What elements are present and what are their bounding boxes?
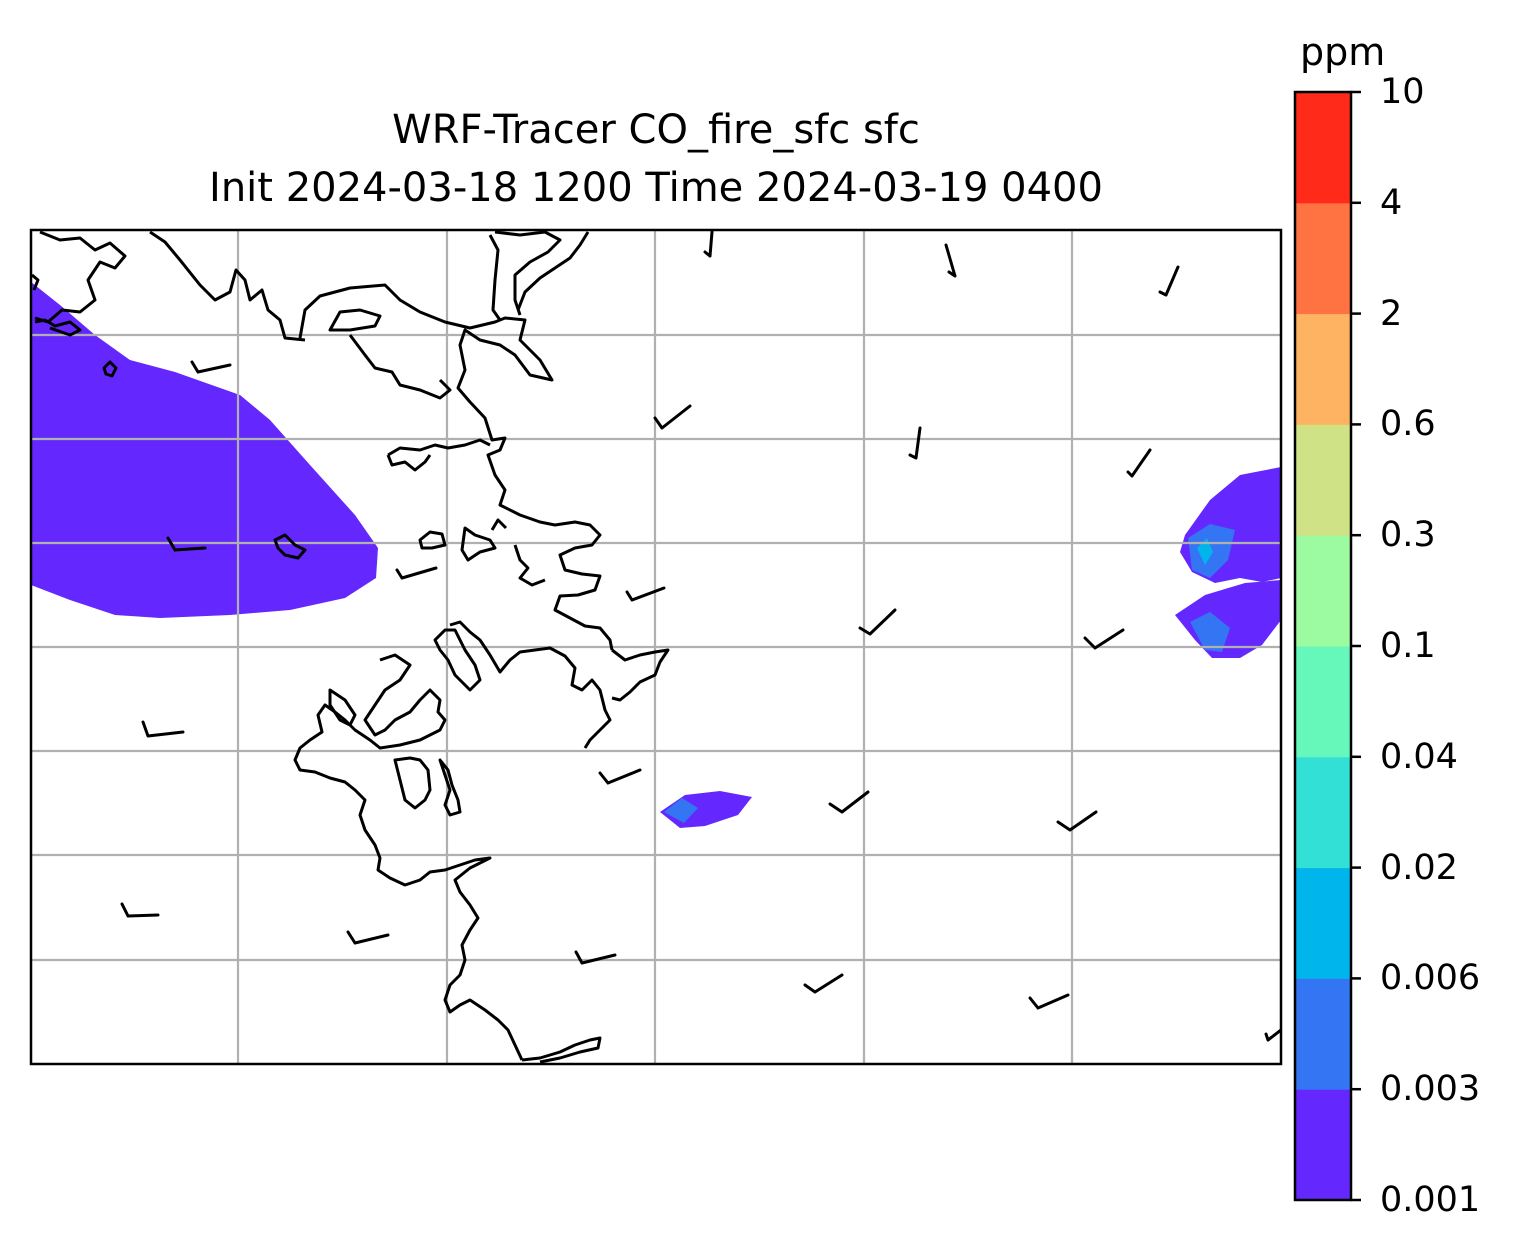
map-title: WRF-Tracer CO_fire_sfc sfc [392, 107, 920, 153]
colorbar-tick-label: 0.04 [1380, 736, 1458, 777]
colorbar-tick-label: 0.006 [1380, 958, 1481, 999]
colorbar-band [1295, 313, 1351, 425]
tracer-plume-east-upper-core2 [1197, 538, 1213, 565]
wind-barbs [120, 230, 1281, 1042]
colorbar-band [1295, 202, 1351, 315]
colorbar-tick-label: 0.003 [1380, 1069, 1481, 1110]
tracer-plume-west [31, 282, 378, 618]
colorbar-tick-label: 0.6 [1380, 404, 1436, 445]
colorbar-tick-label: 2 [1380, 293, 1403, 334]
colorbar-band [1295, 646, 1351, 758]
colorbar-band [1295, 867, 1351, 979]
colorbar-unit-label: ppm [1300, 30, 1386, 74]
colorbar [1295, 92, 1351, 1201]
tracer-plume-center-core [664, 798, 698, 823]
colorbar-band [1295, 535, 1351, 647]
colorbar-band [1295, 1089, 1351, 1201]
colorbar-tick-label: 0.1 [1380, 626, 1436, 666]
gridlines [31, 230, 1281, 1064]
map-subtitle: Init 2024-03-18 1200 Time 2024-03-19 040… [209, 165, 1103, 211]
tracer-plume-east-lower-core [1190, 612, 1230, 652]
colorbar-tick-label: 0.3 [1380, 515, 1436, 556]
tracer-contours [31, 282, 1281, 828]
colorbar-band [1295, 92, 1351, 204]
colorbar-tick-label: 10 [1380, 72, 1425, 112]
colorbar-tick-label: 0.02 [1380, 847, 1458, 888]
colorbar-band [1295, 756, 1351, 869]
map-frame [29, 228, 1283, 1066]
colorbar-tick-label: 0.001 [1380, 1180, 1481, 1220]
colorbar-band [1295, 978, 1351, 1090]
colorbar-tick-label: 4 [1380, 182, 1403, 223]
colorbar-band [1295, 424, 1351, 536]
coastline [31, 230, 670, 1064]
colorbar-ticks [1351, 90, 1361, 1202]
